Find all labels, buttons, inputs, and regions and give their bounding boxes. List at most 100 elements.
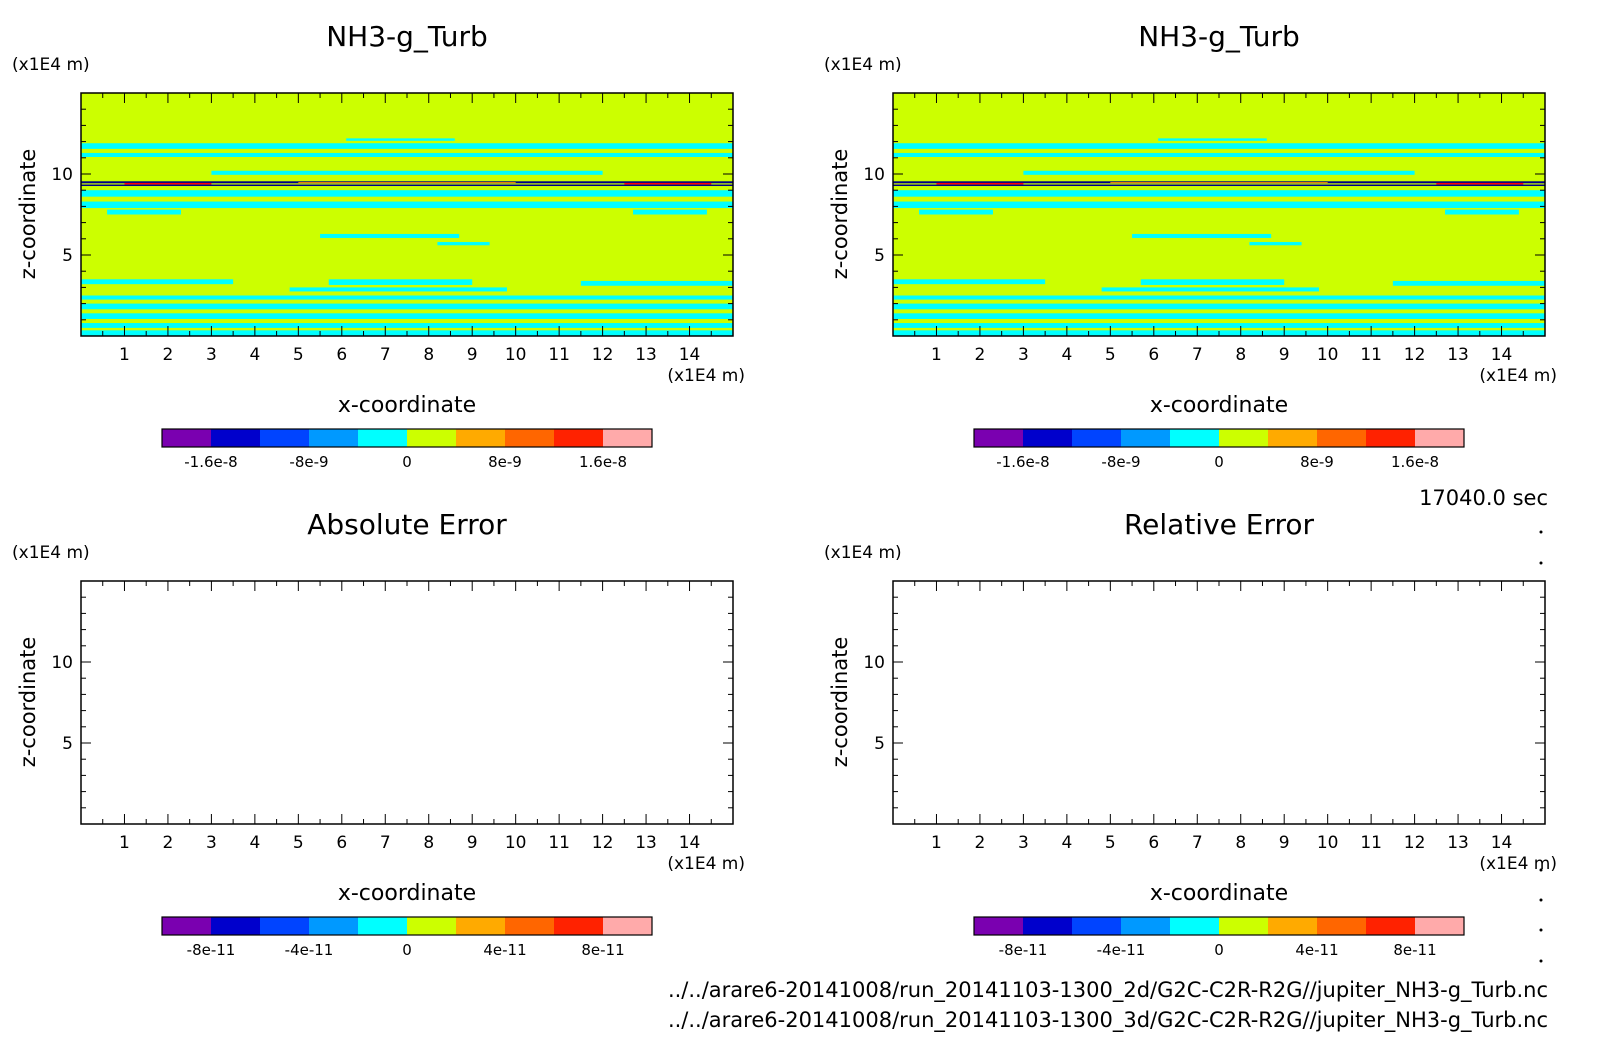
colorbar-tick-label: 8e-11 — [1393, 941, 1436, 959]
x-tick-label: 6 — [1148, 345, 1159, 365]
x-tick-label: 12 — [592, 345, 614, 365]
x-tick-label: 7 — [1192, 345, 1203, 365]
orange-streak — [1110, 182, 1328, 184]
x-tick-label: 4 — [1061, 833, 1072, 853]
cyan-band — [893, 279, 1046, 285]
colorbar-swatch — [260, 429, 310, 447]
x-tick-label: 3 — [1018, 345, 1029, 365]
cyan-band — [893, 190, 1545, 197]
x-tick-label: 8 — [423, 345, 434, 365]
colorbar-tick-label: -8e-11 — [999, 941, 1048, 959]
x-tick-label: 13 — [635, 833, 657, 853]
plot-frame — [892, 580, 1546, 825]
colorbar-swatch — [358, 917, 408, 935]
red-streak — [124, 182, 212, 185]
margin-dots — [1539, 530, 1543, 963]
cyan-band — [1392, 280, 1545, 286]
x-tick-label: 1 — [931, 833, 942, 853]
colorbar-swatch — [309, 917, 359, 935]
colorbar-swatch — [974, 917, 1024, 935]
x-tick-label: 9 — [1279, 833, 1290, 853]
colorbar-tick-label: -4e-11 — [285, 941, 334, 959]
cyan-band — [289, 287, 507, 292]
colorbar-swatch — [211, 429, 261, 447]
cyan-band — [633, 209, 707, 215]
x-tick-label: 10 — [1317, 833, 1339, 853]
x-tick-label: 8 — [1235, 345, 1246, 365]
plot-area — [893, 93, 1545, 336]
x-tick-label: 11 — [1360, 833, 1382, 853]
colorbar-tick-label: 0 — [1214, 941, 1224, 959]
cyan-band — [893, 313, 1545, 319]
cyan-band — [1249, 242, 1302, 246]
colorbar-swatch — [1415, 429, 1465, 447]
x-axis-label: x-coordinate — [1150, 881, 1288, 906]
z-ticks — [893, 108, 1545, 321]
cyan-band — [81, 295, 733, 300]
cyan-band — [893, 295, 1545, 300]
colorbar-swatch — [1268, 917, 1318, 935]
x-tick-label: 13 — [1447, 345, 1469, 365]
cyan-band — [81, 303, 733, 310]
colorbar-frame — [973, 428, 1465, 448]
colorbar-tick-label: 0 — [1214, 453, 1224, 471]
x-tick-label: 9 — [467, 833, 478, 853]
colorbar-swatch — [1317, 429, 1367, 447]
x-tick-label: 12 — [592, 833, 614, 853]
x-tick-label: 7 — [380, 833, 391, 853]
cyan-band — [437, 242, 490, 246]
x-unit-label: (x1E4 m) — [667, 366, 745, 386]
x-tick-label: 3 — [1018, 833, 1029, 853]
chart-panel-4: Relative Error(x1E4 m)1 2 3 4 5 6 7 8 9 10 11 12 13 1… — [824, 508, 1557, 959]
x-tick-label: 2 — [163, 833, 174, 853]
colorbar-tick-label: 0 — [402, 453, 412, 471]
colorbar-swatch — [1023, 917, 1073, 935]
x-tick-label: 13 — [635, 345, 657, 365]
x-tick-label: 12 — [1404, 833, 1426, 853]
x-tick-label: 7 — [380, 345, 391, 365]
cyan-band — [1101, 287, 1319, 292]
colorbar-swatch — [1219, 917, 1269, 935]
colorbar-tick-label: -8e-11 — [187, 941, 236, 959]
colorbar-swatch — [1366, 917, 1416, 935]
colorbar-swatch — [1170, 917, 1220, 935]
z-axis-label: z-coordinate — [16, 149, 40, 280]
colorbar-swatch — [1023, 429, 1073, 447]
x-tick-label: 5 — [1105, 345, 1116, 365]
colorbar-swatch — [554, 917, 604, 935]
cyan-band — [1132, 233, 1272, 238]
z-tick-label: 10 — [51, 165, 73, 185]
dark-stripe — [893, 184, 1545, 187]
cyan-band — [81, 143, 733, 149]
z-tick-label: 10 — [863, 653, 885, 673]
colorbar-swatch — [1170, 429, 1220, 447]
colorbar-swatch — [1219, 429, 1269, 447]
x-ticks — [102, 581, 712, 824]
colorbar-swatch — [603, 429, 653, 447]
file-path-2: ../../arare6-20141008/run_20141103-1300_… — [668, 1008, 1548, 1033]
x-tick-label: 13 — [1447, 833, 1469, 853]
x-axis-label: x-coordinate — [338, 393, 476, 418]
red-streak — [1436, 182, 1524, 185]
x-tick-label: 2 — [975, 833, 986, 853]
cyan-band — [346, 138, 455, 141]
x-tick-label: 1 — [119, 833, 130, 853]
z-tick-label: 5 — [62, 246, 73, 266]
colorbar-swatch — [1072, 917, 1122, 935]
x-axis-label: x-coordinate — [1150, 393, 1288, 418]
x-tick-label: 9 — [1279, 345, 1290, 365]
colorbar-tick-label: 8e-9 — [488, 453, 522, 471]
z-ticks — [81, 596, 733, 809]
colorbar-frame — [973, 916, 1465, 936]
x-unit-label: (x1E4 m) — [1479, 854, 1557, 874]
cyan-band — [81, 190, 733, 197]
chart-title: Relative Error — [1124, 508, 1315, 541]
cyan-band — [1140, 279, 1285, 285]
colorbar-swatch — [1121, 917, 1171, 935]
z-axis-label: z-coordinate — [828, 149, 852, 280]
cyan-band — [1445, 209, 1519, 215]
colorbar-swatch — [407, 917, 457, 935]
colorbar-swatch — [505, 429, 555, 447]
colorbar-swatch — [358, 429, 408, 447]
red-streak — [624, 182, 712, 185]
